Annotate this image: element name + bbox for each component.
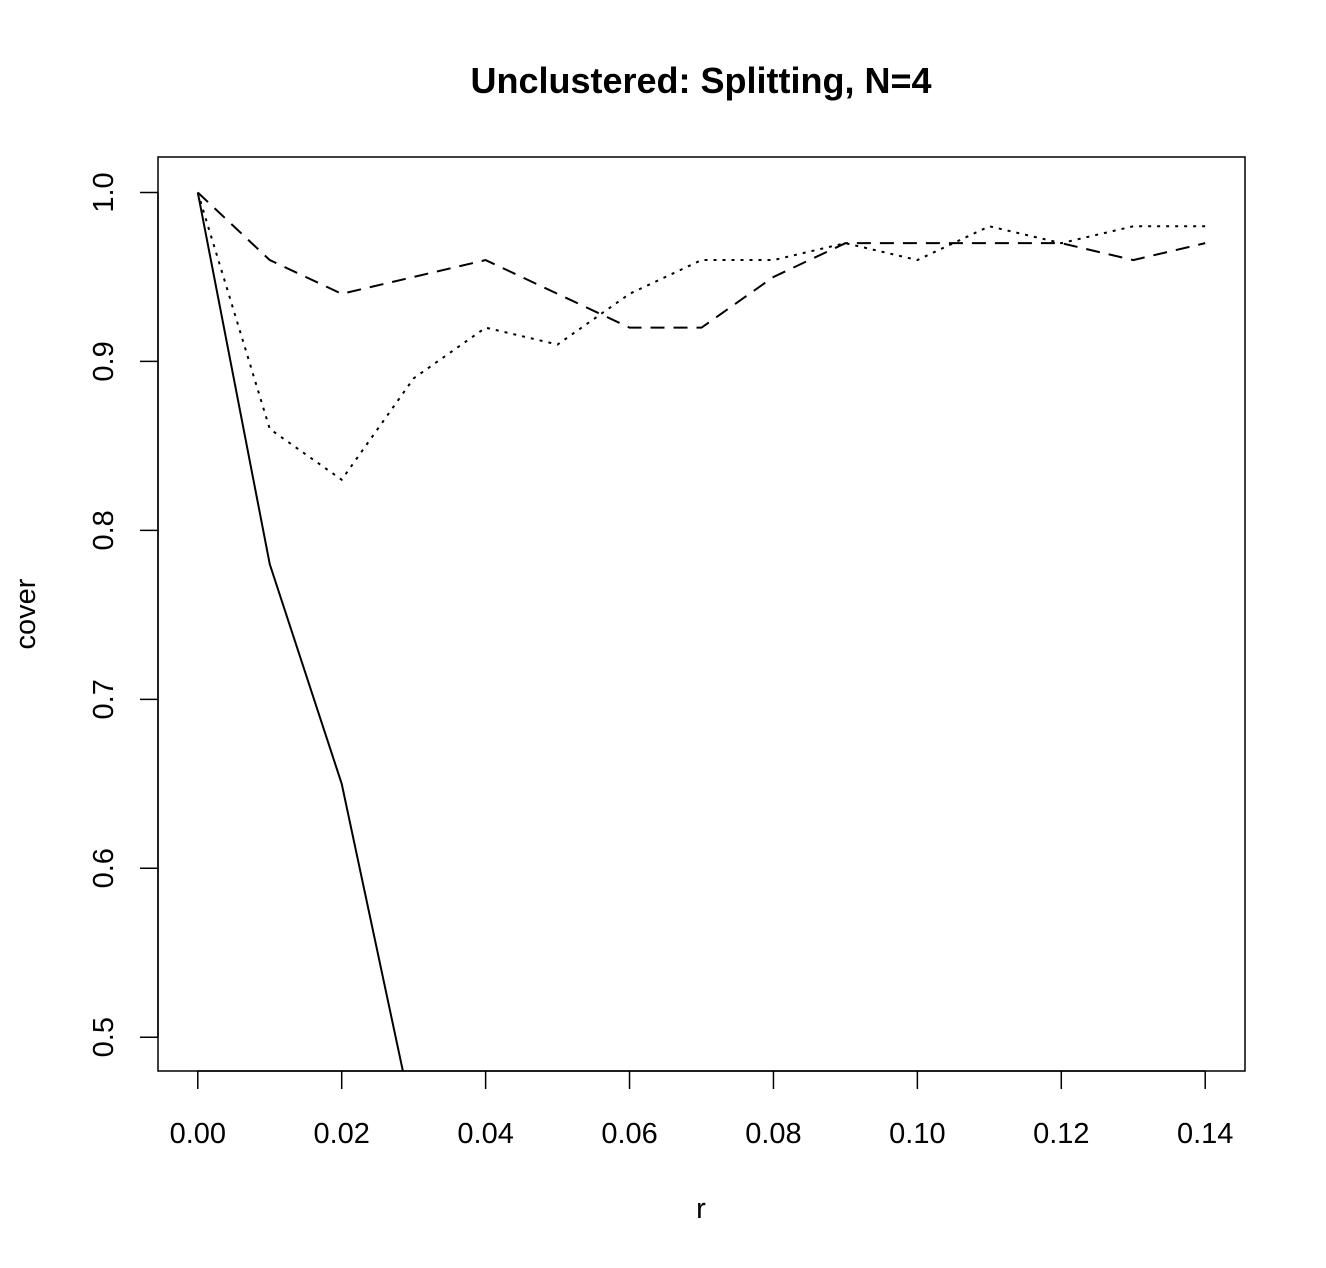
x-tick-label: 0.04 xyxy=(457,1118,513,1150)
series-layer xyxy=(196,191,1206,1071)
y-tick-label: 0.7 xyxy=(88,679,120,719)
y-tick-label: 0.9 xyxy=(88,341,120,381)
x-tick-label: 0.12 xyxy=(1033,1118,1089,1150)
x-tick-label: 0.02 xyxy=(313,1118,369,1150)
x-tick-label: 0.06 xyxy=(601,1118,657,1150)
y-tick-label: 1.0 xyxy=(88,172,120,212)
y-tick-label: 0.5 xyxy=(88,1017,120,1057)
y-tick-label: 0.6 xyxy=(88,848,120,888)
y-tick-label: 0.8 xyxy=(88,510,120,550)
x-axis-label: r xyxy=(696,1193,706,1225)
series-line-solid xyxy=(196,192,404,1071)
x-tick-label: 0.10 xyxy=(889,1118,945,1150)
x-tick-label: 0.14 xyxy=(1177,1118,1233,1150)
series-line-dashed xyxy=(197,191,1206,329)
x-tick-label: 0.00 xyxy=(170,1118,226,1150)
x-tick-label: 0.08 xyxy=(745,1118,801,1150)
y-axis-label: cover xyxy=(10,578,42,649)
y-axis: 0.5 0.6 0.7 0.8 0.9 1.0 xyxy=(88,172,159,1057)
series-line-dotted xyxy=(196,192,1206,482)
chart-title: Unclustered: Splitting, N=4 xyxy=(470,60,931,101)
x-axis: 0.00 0.02 0.04 0.06 0.08 0.10 0.12 0.14 xyxy=(170,1070,1233,1150)
plot-frame xyxy=(157,156,1246,1072)
